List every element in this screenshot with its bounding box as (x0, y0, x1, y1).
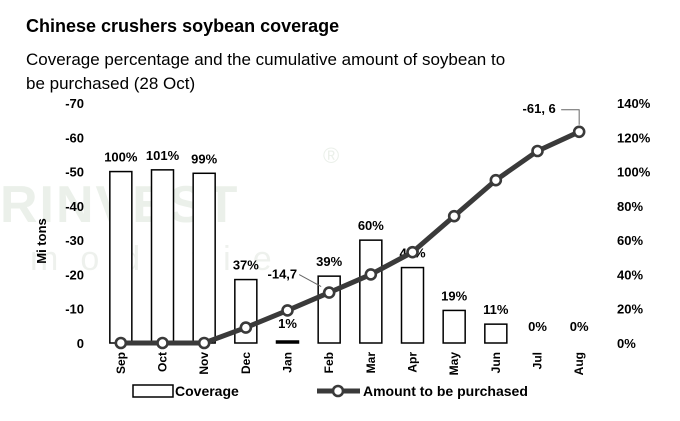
annotations: -14,7 -61, 6 (268, 101, 580, 288)
x-tick-label: Sep (114, 352, 128, 374)
x-tick-label: Jun (489, 352, 503, 373)
x-tick-label: May (447, 352, 461, 376)
legend-label-coverage: Coverage (175, 383, 239, 399)
x-axis-labels: Sep Oct Nov Dec Jan Feb Mar Apr May Jun Jul Aug (114, 352, 586, 376)
amount-point (364, 268, 378, 281)
legend-swatch-coverage (132, 384, 174, 398)
coverage-data-label: 11% (483, 302, 509, 317)
right-tick-label: 40% (617, 267, 643, 282)
amount-point (572, 125, 586, 139)
amount-point (156, 336, 169, 350)
x-tick-label: Jan (281, 352, 295, 373)
coverage-bar (275, 340, 300, 344)
right-tick-label: 140% (617, 96, 651, 111)
x-tick-label: Jul (531, 352, 545, 369)
coverage-bar (442, 309, 466, 344)
left-tick-label: -10 (65, 302, 84, 317)
right-tick-label: 60% (617, 233, 643, 248)
annotation-label: -14,7 (268, 267, 298, 282)
coverage-data-label: 37% (233, 258, 259, 273)
amount-point (197, 336, 211, 350)
coverage-data-label: 100% (104, 150, 138, 165)
coverage-bar (484, 323, 508, 344)
amount-line (114, 125, 586, 350)
left-axis: -70 -60 -50 -40 -30 -20 -10 0 Mi tons (34, 96, 84, 351)
legend-marker-amount (331, 384, 345, 398)
coverage-bar (317, 275, 341, 344)
x-tick-label: Nov (197, 352, 211, 375)
left-tick-label: -70 (65, 96, 84, 111)
x-tick-label: Feb (322, 352, 336, 373)
amount-point (239, 321, 253, 334)
coverage-data-label: 101% (146, 148, 180, 163)
coverage-data-label: 0% (528, 319, 547, 334)
coverage-bar (359, 239, 383, 344)
x-tick-label: Apr (406, 352, 420, 373)
amount-series-line (120, 129, 581, 346)
coverage-data-label: 19% (441, 288, 467, 303)
chart-subtitle: Coverage percentage and the cumulative a… (26, 50, 506, 93)
left-tick-label: -30 (65, 233, 84, 248)
amount-point (447, 209, 461, 223)
right-tick-label: 100% (617, 165, 651, 180)
amount-point (322, 286, 336, 299)
watermark-registered-mark: ® (323, 143, 340, 168)
amount-point (406, 245, 419, 259)
x-tick-label: Aug (572, 352, 586, 375)
annotation-label: -61, 6 (523, 101, 556, 116)
left-tick-label: -60 (65, 130, 84, 145)
amount-point (114, 336, 128, 350)
legend-label-amount: Amount to be purchased (363, 383, 528, 399)
right-tick-label: 120% (617, 130, 651, 145)
legend: Coverage Amount to be purchased (132, 383, 528, 399)
y-axis-title: Mi tons (34, 218, 49, 264)
coverage-data-label: 60% (358, 218, 384, 233)
x-tick-label: Oct (156, 352, 170, 372)
coverage-bars (109, 169, 508, 344)
amount-point (489, 173, 503, 187)
coverage-bar (400, 266, 425, 344)
amount-point (531, 144, 544, 158)
annotation-leader (561, 109, 580, 125)
coverage-bar (109, 170, 133, 344)
left-tick-label: 0 (77, 336, 84, 351)
left-tick-label: -40 (65, 199, 84, 214)
left-tick-label: -50 (65, 165, 84, 180)
coverage-bar (150, 169, 175, 344)
left-tick-label: -20 (65, 267, 84, 282)
coverage-data-label: 99% (191, 151, 217, 166)
right-axis: 140% 120% 100% 80% 60% 40% 20% 0% (617, 96, 651, 351)
annotation-leader (298, 274, 322, 288)
coverage-bar (192, 172, 216, 344)
coverage-data-label: 39% (316, 254, 342, 269)
coverage-data-label: 1% (278, 316, 297, 331)
right-tick-label: 0% (617, 336, 636, 351)
coverage-data-label: 0% (570, 319, 589, 334)
x-tick-label: Mar (364, 352, 378, 374)
x-tick-label: Dec (239, 352, 253, 374)
coverage-labels: 100%101%99%37%1%39%60%44%19%11%0%0% (104, 148, 589, 334)
amount-point (281, 304, 294, 317)
right-tick-label: 20% (617, 302, 643, 317)
right-tick-label: 80% (617, 199, 643, 214)
chart-title: Chinese crushers soybean coverage (26, 16, 340, 36)
